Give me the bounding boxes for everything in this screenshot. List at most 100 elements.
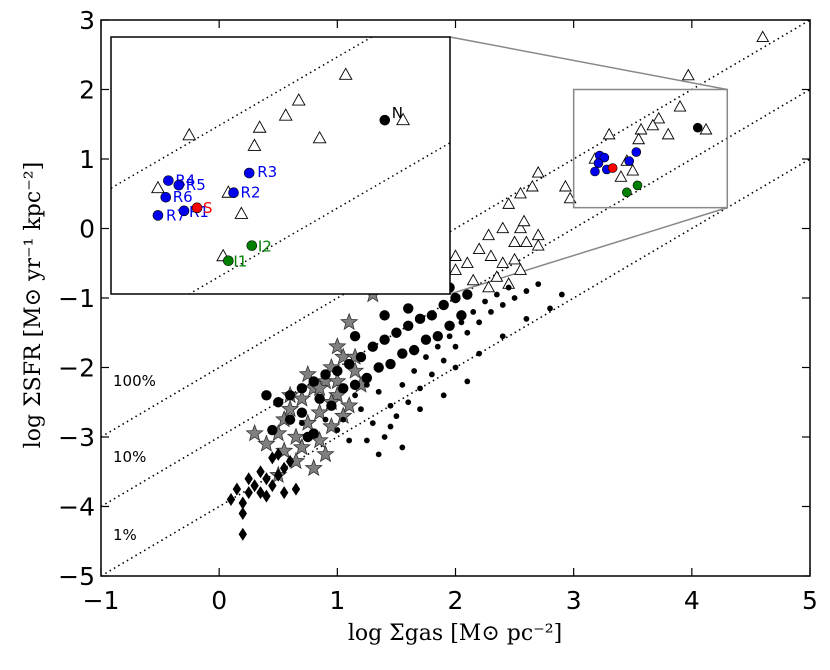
point-circle-large-29	[408, 344, 420, 356]
point-circle-small-28	[363, 381, 370, 388]
point-diamond-3	[244, 486, 253, 500]
point-circle-large-26	[456, 310, 467, 321]
point-diamond-0	[238, 527, 247, 541]
point-circle-small-11	[488, 309, 494, 315]
point-circle-small-0	[358, 406, 364, 413]
point-triangle-open-14	[531, 165, 545, 178]
point-diamond-7	[279, 461, 289, 475]
point-circle-large-32	[338, 383, 349, 394]
point-triangle-open-23	[519, 235, 533, 248]
point-circle-large-30	[432, 331, 443, 342]
point-circle-large-0	[273, 397, 284, 408]
point-circle-small-13	[511, 295, 518, 301]
x-tick-label-1: 0	[211, 586, 227, 615]
point-triangle-open-3	[652, 111, 666, 124]
inset-triangle-1	[182, 127, 197, 141]
inset-label-N: N	[392, 104, 403, 122]
point-star-23	[316, 444, 335, 463]
zoom-point-S	[607, 163, 618, 173]
point-circle-small-19	[411, 368, 418, 374]
point-circle-small-3	[393, 413, 400, 420]
point-triangle-open-6	[632, 132, 646, 145]
point-circle-large-20	[326, 400, 337, 411]
point-circle-large-33	[296, 407, 308, 418]
inset-point-S	[191, 202, 203, 214]
point-circle-small-5	[417, 385, 423, 392]
point-star-28	[328, 371, 347, 390]
point-star-11	[340, 396, 359, 414]
point-circle-large-9	[379, 334, 390, 345]
zoom-box	[572, 88, 729, 209]
point-diamond-17	[244, 472, 253, 486]
inset-triangle-3	[252, 120, 267, 133]
point-circle-small-15	[535, 281, 542, 287]
point-circle-small-43	[464, 378, 471, 385]
inset-point-N	[379, 114, 391, 126]
point-circle-large-15	[450, 292, 461, 304]
point-circle-small-29	[352, 392, 358, 399]
x-tick-label-6: 5	[802, 586, 818, 615]
point-diamond-11	[238, 496, 247, 510]
point-diamond-8	[262, 472, 271, 486]
x-tick-label-0: −1	[83, 586, 120, 615]
point-circle-small-21	[434, 343, 441, 350]
point-circle-small-47	[298, 420, 305, 426]
point-star-1	[340, 312, 359, 331]
point-triangle-open-1	[681, 68, 695, 81]
point-diamond-16	[268, 451, 277, 465]
point-circle-small-23	[458, 319, 465, 326]
point-circle-small-37	[499, 333, 506, 340]
point-triangle-open-15	[525, 179, 539, 192]
point-circle-large-39	[349, 331, 361, 342]
x-tick-label-5: 4	[684, 586, 700, 615]
inset-label-S: S	[203, 199, 213, 217]
point-circle-large-13	[426, 310, 438, 321]
point-diamond-14	[256, 465, 265, 479]
point-circle-large-18	[267, 424, 278, 436]
point-circle-small-42	[440, 392, 447, 399]
point-circle-small-18	[399, 381, 406, 388]
y-tick-label-8: 3	[79, 6, 95, 35]
inset-triangle-6	[338, 67, 353, 80]
point-circle-small-14	[523, 288, 530, 294]
zoom-point-R6	[593, 158, 604, 168]
point-diamond-18	[279, 486, 289, 500]
point-circle-small-22	[446, 333, 453, 340]
point-triangle-open-18	[514, 186, 527, 199]
y-tick-label-4: −1	[58, 284, 95, 313]
point-star-12	[280, 399, 300, 418]
inset-efficiency-line-0	[111, 37, 374, 189]
point-triangle-open-30	[460, 256, 474, 268]
point-diamond-19	[262, 489, 271, 503]
point-circle-small-24	[470, 309, 477, 315]
point-circle-large-25	[444, 320, 455, 331]
point-circle-large-34	[403, 303, 414, 314]
point-triangle-open-33	[508, 252, 522, 265]
point-circle-large-10	[391, 327, 402, 338]
point-circle-large-28	[385, 358, 396, 370]
point-star-10	[292, 389, 312, 407]
point-star-13	[310, 403, 329, 421]
point-circle-large-12	[414, 313, 426, 325]
inset-point-R3	[243, 167, 255, 179]
inset-connector-top	[449, 36, 728, 91]
y-tick-label-3: −2	[58, 354, 95, 383]
y-tick-label-1: −4	[58, 493, 95, 522]
point-triangle-open-19	[502, 197, 516, 209]
inset-label-I2: I2	[258, 238, 272, 256]
point-star-27	[257, 434, 276, 452]
point-circle-small-38	[523, 315, 530, 322]
inset-background	[111, 37, 450, 294]
point-circle-small-34	[387, 423, 394, 430]
data-layer	[101, 20, 810, 576]
point-circle-large-17	[284, 414, 296, 425]
zoom-point-R3	[631, 147, 642, 157]
point-circle-large-3	[308, 376, 319, 387]
point-diamond-10	[232, 482, 242, 496]
point-triangle-open-34	[466, 273, 480, 286]
point-triangle-open-4	[646, 118, 660, 131]
inset-point-R7	[152, 210, 164, 221]
point-triangle-open-24	[531, 228, 545, 241]
point-triangle-open-29	[484, 249, 498, 261]
